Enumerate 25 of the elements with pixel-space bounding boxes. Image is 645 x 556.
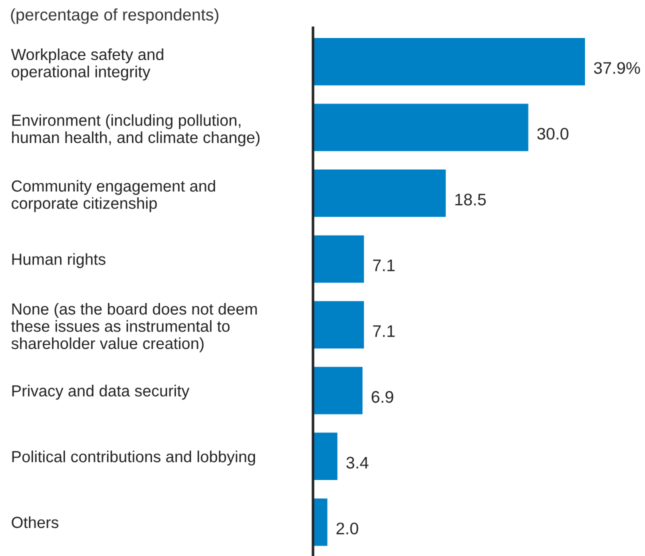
data-label: 18.5 xyxy=(455,194,486,206)
bar xyxy=(313,366,363,414)
bar xyxy=(313,104,528,152)
data-label: 7.1 xyxy=(373,325,395,337)
y-tick-label: Workplace safety and operational integrity xyxy=(11,48,164,81)
data-label: 6.9 xyxy=(372,391,394,403)
y-tick-label: Privacy and data security xyxy=(12,384,190,400)
data-label: 3.4 xyxy=(346,456,368,469)
data-label: 30.0 xyxy=(537,128,568,140)
bar xyxy=(313,498,328,546)
data-label: 7.1 xyxy=(373,260,395,272)
bar xyxy=(313,301,364,348)
data-label: 37.9% xyxy=(594,62,640,74)
bar xyxy=(313,235,364,283)
y-tick-label: Others xyxy=(12,516,58,528)
y-tick-label: Human rights xyxy=(12,253,106,268)
text: (percentage of respondents) xyxy=(11,8,218,24)
y-tick-label: Environment (including pollution, human health, and climate change) xyxy=(12,114,260,146)
bar xyxy=(313,38,585,86)
data-label: 2.0 xyxy=(336,522,358,534)
bar xyxy=(313,170,446,217)
y-tick-label: Community engagement and corporate citizenship xyxy=(12,180,216,212)
y-tick-label: None (as the board does not deem these issues as instrumental to shareholder value creation) xyxy=(11,302,257,352)
bar xyxy=(313,432,338,480)
y-tick-label: Political contributions and lobbying xyxy=(12,450,256,466)
